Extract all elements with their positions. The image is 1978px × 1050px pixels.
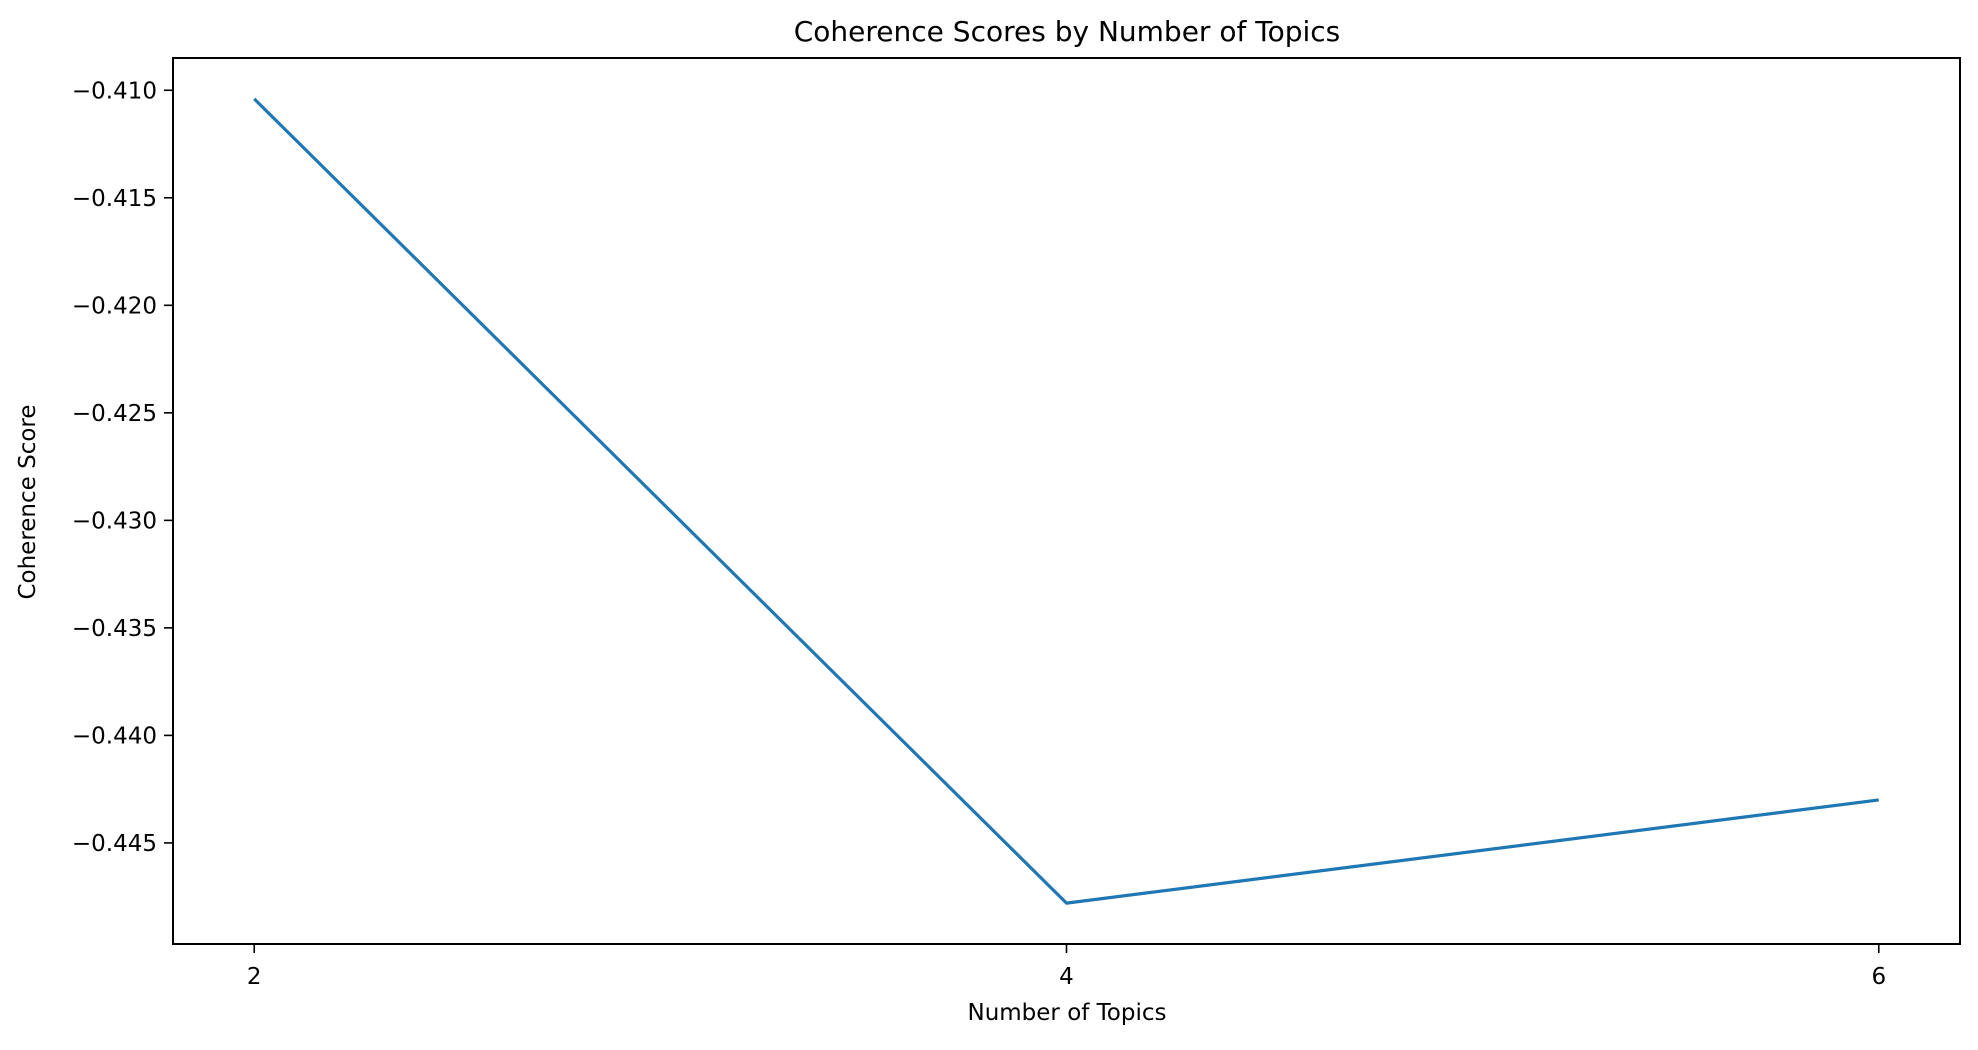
- series-layer: [253, 97, 1879, 905]
- y-tick-label: −0.420: [72, 293, 157, 319]
- x-axis-ticks: 2 4 6: [247, 944, 1886, 990]
- y-axis-label: Coherence Score: [15, 404, 41, 599]
- x-tick-label: 4: [1059, 964, 1074, 990]
- y-tick-label: −0.415: [72, 186, 157, 212]
- series-line-0: [253, 97, 1879, 905]
- x-tick-label: 2: [247, 964, 262, 990]
- y-axis-ticks: −0.410 −0.415 −0.420 −0.425 −0.430 −0.435 −0.4…: [72, 78, 173, 857]
- y-tick-label: −0.440: [72, 723, 157, 749]
- x-tick-label: 6: [1871, 964, 1886, 990]
- x-axis-label: Number of Topics: [967, 1000, 1166, 1026]
- y-tick-label: −0.410: [72, 78, 157, 104]
- y-tick-label: −0.425: [72, 401, 157, 427]
- y-tick-label: −0.445: [72, 831, 157, 857]
- chart-title: Coherence Scores by Number of Topics: [794, 15, 1340, 48]
- y-tick-label: −0.435: [72, 616, 157, 642]
- y-tick-label: −0.430: [72, 508, 157, 534]
- plot-area-frame: [172, 57, 1961, 945]
